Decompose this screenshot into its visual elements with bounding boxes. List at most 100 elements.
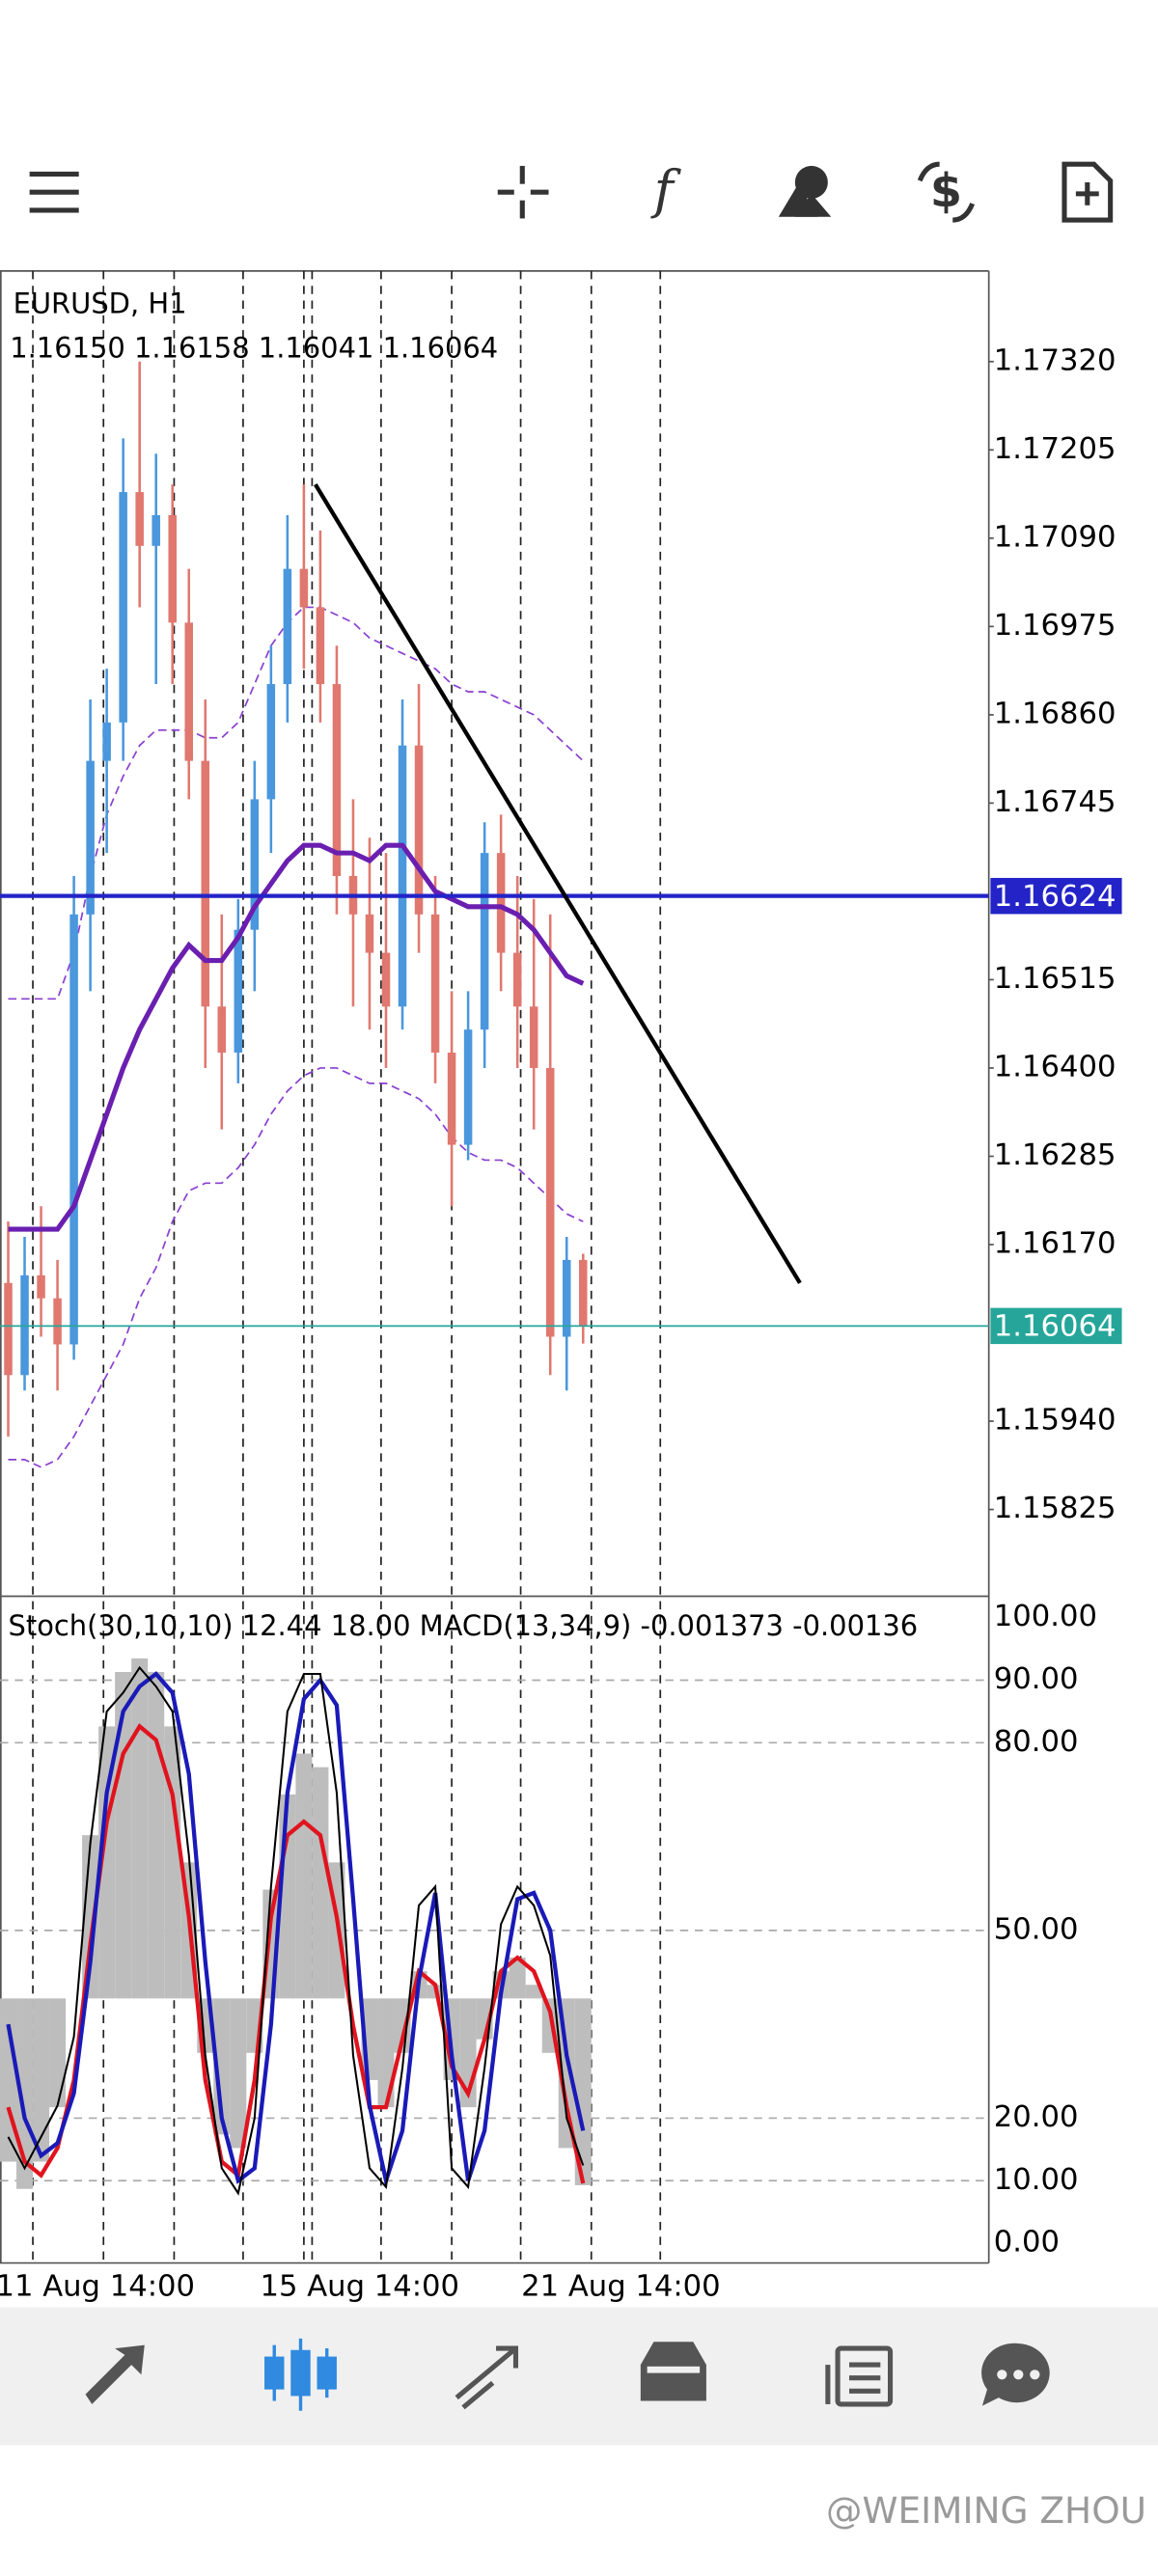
candle-body xyxy=(250,799,260,930)
macd-bar xyxy=(394,1998,411,2053)
candle-body xyxy=(119,492,127,723)
candle-body xyxy=(381,952,391,1007)
new-chart-button[interactable] xyxy=(1062,161,1114,223)
symbol-label: EURUSD, H1 xyxy=(14,288,187,320)
price-level-tag xyxy=(990,877,1122,915)
candle-body xyxy=(266,684,276,800)
candle-body xyxy=(316,607,325,685)
candle-body xyxy=(201,760,210,1007)
price-level-label: 1.16624 xyxy=(994,880,1117,914)
lower-band xyxy=(8,1067,584,1468)
macd-bar xyxy=(131,1658,149,1999)
x-tick-label: 21 Aug 14:00 xyxy=(521,2270,721,2304)
macd-bar xyxy=(115,1672,132,1999)
menu-button[interactable] xyxy=(29,171,79,213)
candle-body xyxy=(299,568,309,608)
indicators-button[interactable]: f xyxy=(650,158,682,220)
y-tick-label: 1.17205 xyxy=(994,432,1117,466)
moving-average xyxy=(8,842,585,1232)
y-tick-label: 1.16975 xyxy=(994,609,1117,643)
crosshair-button[interactable] xyxy=(497,165,549,219)
candle-body xyxy=(579,1259,588,1327)
price-level-tag xyxy=(990,1307,1122,1345)
objects-button[interactable] xyxy=(778,165,832,217)
nav-history[interactable] xyxy=(640,2342,706,2401)
svg-text:$: $ xyxy=(930,165,962,218)
candle-body xyxy=(217,1006,227,1054)
candle-body xyxy=(234,929,243,1054)
macd-bar xyxy=(98,1726,116,1999)
candle-body xyxy=(480,853,489,1030)
candle-body xyxy=(430,914,440,1054)
y-tick-label: 1.17090 xyxy=(994,520,1117,554)
nav-chat[interactable] xyxy=(981,2343,1050,2406)
indicator-title: Stoch(30,10,10) 12.44 18.00 MACD(13,34,9… xyxy=(9,1609,919,1642)
candle-body xyxy=(102,722,111,761)
candle-body xyxy=(562,1259,571,1337)
macd-bar xyxy=(525,1985,542,1999)
nav-trade[interactable] xyxy=(455,2345,519,2410)
macd-bar xyxy=(49,1998,67,2108)
candle-body xyxy=(152,514,160,546)
plot-layer: 1.17320 1.17205 1.17090 1.16975 1.16860 1.167… xyxy=(0,270,1122,2304)
y-tick-label: 80.00 xyxy=(994,1725,1079,1759)
nav-news[interactable] xyxy=(825,2345,894,2407)
y-tick-label: 50.00 xyxy=(994,1912,1079,1946)
chart-frame xyxy=(0,270,990,2264)
macd-bar xyxy=(82,1835,99,1999)
price-level-label: 1.16064 xyxy=(994,1310,1117,1344)
toolbar: f $ xyxy=(29,158,1114,223)
candle-body xyxy=(529,1006,538,1068)
macd-bar xyxy=(295,1753,313,1999)
y-tick-label: 100.00 xyxy=(994,1600,1097,1633)
y-tick-label: 90.00 xyxy=(994,1662,1079,1696)
macd-bar xyxy=(377,1998,395,2108)
macd-bar xyxy=(230,1998,247,2149)
candle-body xyxy=(463,1029,473,1145)
y-tick-label: 1.16170 xyxy=(994,1226,1117,1260)
y-tick-label: 1.16860 xyxy=(994,697,1117,730)
y-tick-label: 1.15940 xyxy=(994,1404,1117,1438)
stoch-main-line xyxy=(7,1665,585,2196)
candle-body xyxy=(283,568,292,685)
candle-body xyxy=(168,514,177,623)
macd-bar xyxy=(148,1672,165,1999)
y-tick-label: 1.16745 xyxy=(994,785,1117,819)
macd-bar xyxy=(509,1958,526,1999)
macd-bar xyxy=(213,1998,231,2135)
macd-bar xyxy=(574,1998,592,2185)
candle-body xyxy=(365,914,374,953)
y-tick-label: 1.16285 xyxy=(994,1138,1117,1172)
candle-body xyxy=(69,914,78,1345)
upper-band xyxy=(8,606,584,1000)
macd-bar xyxy=(312,1767,329,1999)
candle-body xyxy=(414,745,424,915)
nav-quotes[interactable] xyxy=(85,2344,145,2404)
y-tick-label: 1.17320 xyxy=(994,343,1117,377)
bottom-nav xyxy=(0,2307,1158,2446)
y-tick-label: 10.00 xyxy=(994,2163,1079,2197)
candle-body xyxy=(53,1298,62,1345)
candle-body xyxy=(135,492,144,546)
x-tick-label: 15 Aug 14:00 xyxy=(261,2270,460,2304)
y-tick-label: 0.00 xyxy=(994,2226,1060,2260)
watermark: @WEIMING ZHOU xyxy=(826,2489,1146,2532)
y-tick-label: 20.00 xyxy=(994,2100,1079,2134)
candle-body xyxy=(545,1067,555,1337)
candle-body xyxy=(332,684,342,876)
y-tick-label: 1.16400 xyxy=(994,1050,1117,1083)
y-tick-label: 1.15825 xyxy=(994,1492,1117,1525)
y-tick-label: 1.16515 xyxy=(994,962,1117,996)
trade-button[interactable]: $ xyxy=(917,161,976,223)
candle-body xyxy=(398,745,407,1007)
candle-body xyxy=(184,622,193,761)
nav-chart[interactable] xyxy=(264,2338,337,2411)
candle-body xyxy=(512,952,522,1007)
candle-body xyxy=(496,853,506,953)
trendline xyxy=(313,483,802,1284)
candle-body xyxy=(4,1282,13,1376)
candle-body xyxy=(86,760,95,915)
candle-body xyxy=(447,1053,456,1145)
